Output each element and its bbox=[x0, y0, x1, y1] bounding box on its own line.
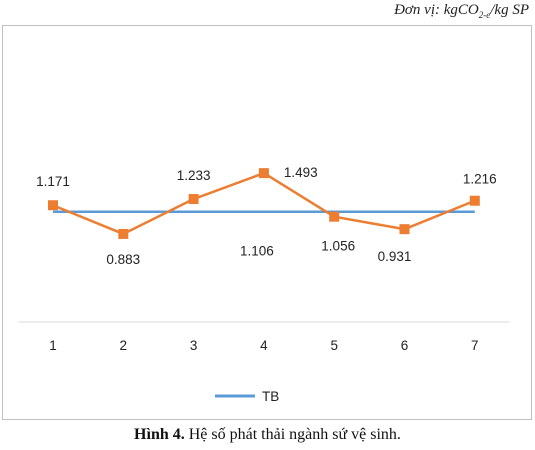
data-label-average: 1.106 bbox=[240, 244, 274, 259]
data-point-2 bbox=[118, 228, 129, 239]
x-tick-labels: 1 2 3 4 5 6 7 bbox=[49, 338, 478, 353]
x-tick-label-2: 2 bbox=[120, 338, 128, 353]
figure-caption-text: Hệ số phát thải ngành sứ vệ sinh. bbox=[184, 426, 401, 443]
chart-frame bbox=[2, 25, 532, 420]
x-tick-label-3: 3 bbox=[190, 338, 198, 353]
data-label-3: 1.233 bbox=[177, 168, 211, 183]
data-point-3 bbox=[188, 194, 199, 205]
data-point-5 bbox=[329, 211, 340, 222]
legend: TB bbox=[215, 389, 279, 404]
legend-label-tb: TB bbox=[262, 389, 279, 404]
data-point-4 bbox=[258, 168, 269, 179]
emission-line bbox=[52, 171, 476, 236]
data-point-6 bbox=[399, 224, 410, 235]
data-label-1: 1.171 bbox=[36, 174, 70, 189]
data-label-5: 1.056 bbox=[321, 239, 355, 254]
figure-number: Hình 4. bbox=[134, 426, 185, 443]
x-tick-label-1: 1 bbox=[49, 338, 57, 353]
data-labels: 1.171 0.883 1.233 1.493 1.056 0.931 1.216 1.106 bbox=[36, 165, 497, 267]
data-label-2: 0.883 bbox=[106, 252, 140, 267]
x-tick-label-6: 6 bbox=[401, 338, 409, 353]
unit-label: Đơn vị: kgCO2-e/kg SP bbox=[394, 2, 529, 20]
data-label-7: 1.216 bbox=[463, 172, 497, 187]
emission-series bbox=[48, 168, 480, 239]
x-tick-label-5: 5 bbox=[330, 338, 338, 353]
data-label-4: 1.493 bbox=[284, 165, 318, 180]
x-tick-label-7: 7 bbox=[471, 338, 479, 353]
figure-caption: Hình 4. Hệ số phát thải ngành sứ vệ sinh… bbox=[0, 426, 535, 444]
data-point-7 bbox=[469, 195, 480, 206]
x-tick-label-4: 4 bbox=[260, 338, 268, 353]
data-point-1 bbox=[48, 200, 58, 211]
unit-subscript: 2-e bbox=[478, 10, 491, 20]
unit-prefix: Đơn vị: kgCO bbox=[394, 2, 479, 18]
data-label-6: 0.931 bbox=[378, 249, 412, 264]
unit-suffix: /kg SP bbox=[490, 2, 529, 18]
